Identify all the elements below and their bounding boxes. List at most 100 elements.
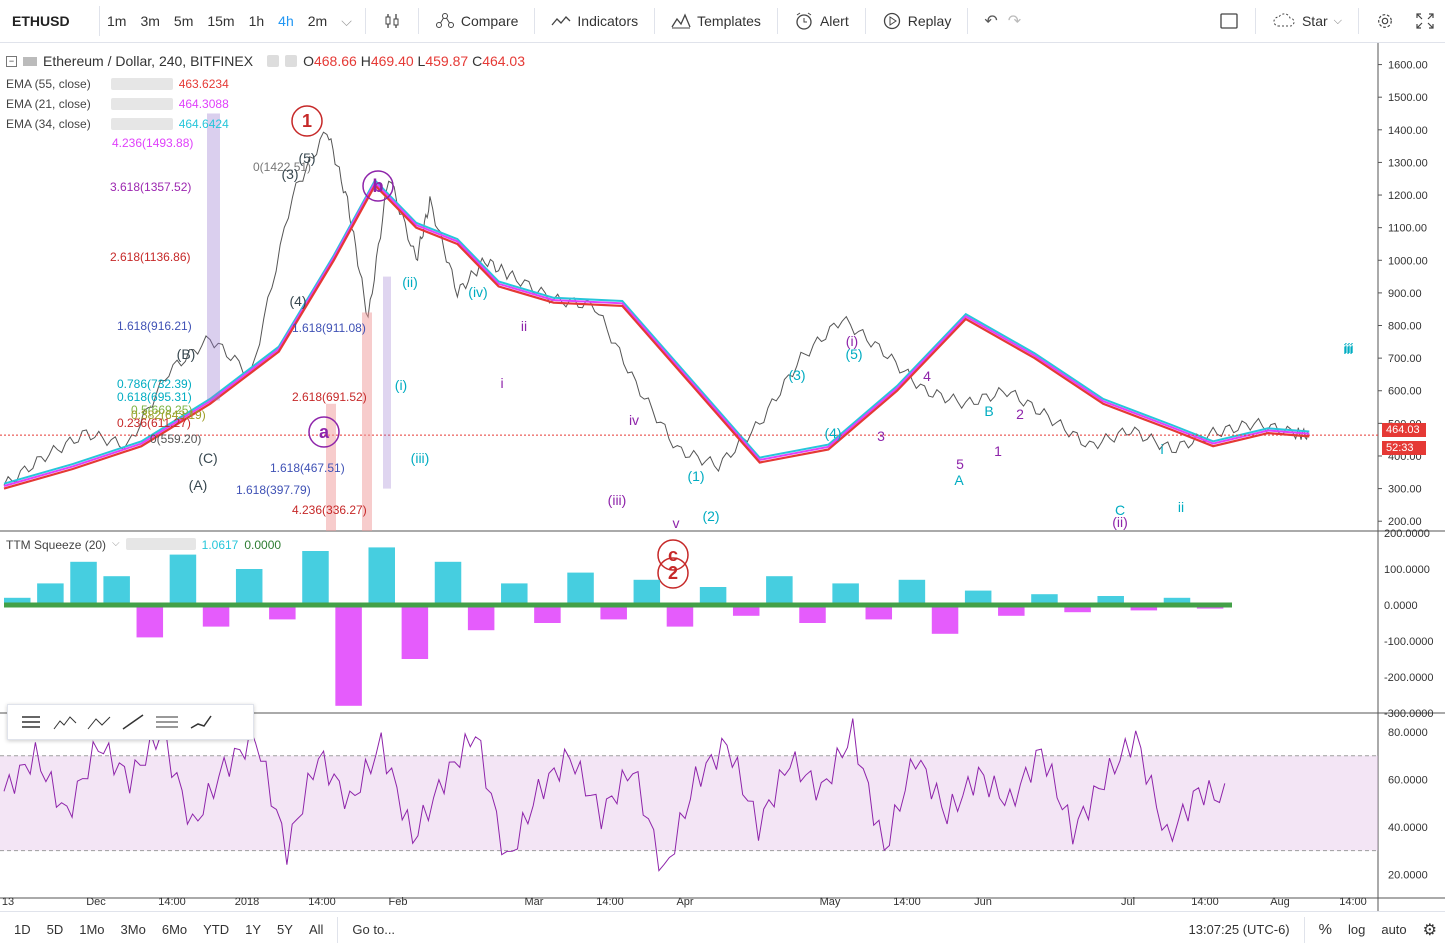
y-tick-label: 200.00 (1388, 516, 1422, 528)
clock[interactable]: 13:07:25 (UTC-6) (1188, 922, 1290, 937)
ema-controls-icon[interactable] (110, 78, 173, 90)
y-tick-label: 40.0000 (1388, 822, 1428, 834)
auto-toggle[interactable]: auto (1381, 922, 1407, 937)
chevron-down-icon[interactable]: ⌵ (341, 12, 352, 29)
square-icon (1220, 13, 1238, 29)
collapse-icon[interactable]: − (6, 55, 17, 67)
ema-55-legend[interactable]: EMA (55, close) 463.6234 (6, 74, 229, 94)
correction-wave-icon[interactable] (84, 709, 114, 735)
indicators-button[interactable]: Indicators (541, 0, 648, 42)
ttm-controls-icon[interactable] (125, 538, 196, 550)
compare-icon (435, 13, 454, 28)
fib-band (383, 276, 391, 489)
y-tick-label: 200.0000 (1384, 528, 1430, 540)
wave-label: 4 (923, 368, 931, 384)
range-1y[interactable]: 1Y (245, 922, 262, 937)
chart-type-button[interactable] (372, 0, 412, 42)
compare-button[interactable]: Compare (425, 0, 529, 42)
fib-retracement-icon[interactable] (152, 709, 182, 735)
interval-3m[interactable]: 3m (140, 13, 160, 29)
ema-21-legend[interactable]: EMA (21, close) 464.3088 (6, 94, 229, 114)
replay-button[interactable]: Replay (872, 0, 962, 42)
fib-label: 4.236(336.27) (292, 503, 367, 517)
replay-label: Replay (907, 13, 952, 29)
wave-label: (C) (198, 450, 217, 466)
ema-34-legend[interactable]: EMA (34, close) 464.6424 (6, 114, 229, 134)
y-tick-label: 20.0000 (1388, 869, 1428, 881)
ttm-bar (235, 569, 263, 605)
trend-line-icon[interactable] (118, 709, 148, 735)
ema-controls-icon[interactable] (110, 118, 173, 130)
close-icon[interactable] (285, 55, 298, 67)
undo-icon: ↶ (984, 13, 998, 30)
wave-label: (B) (177, 346, 196, 362)
wave-label: 1 (994, 443, 1002, 459)
interval-15m[interactable]: 15m (207, 13, 235, 29)
star-button[interactable]: Star ⌵ (1262, 0, 1352, 42)
ema-controls-icon[interactable] (110, 98, 173, 110)
chart-canvas[interactable]: 200.00300.00400.00500.00600.00700.00800.… (0, 43, 1445, 911)
fullscreen-button[interactable] (1405, 0, 1445, 42)
x-tick-label: Feb (389, 896, 408, 908)
ema-55-label: EMA (55, close) (6, 77, 91, 91)
interval-1h[interactable]: 1h (248, 13, 265, 29)
percent-toggle[interactable]: % (1318, 921, 1332, 938)
y-tick-label: 700.00 (1388, 353, 1422, 365)
wave-label: A (954, 472, 964, 488)
x-tick-label: 14:00 (158, 896, 186, 908)
fib-label: 1.618(911.08) (292, 321, 366, 335)
range-1d[interactable]: 1D (14, 922, 31, 937)
ttm-label: TTM Squeeze (20) (6, 538, 107, 552)
path-tool-icon[interactable] (186, 709, 216, 735)
ttm-bar (202, 605, 230, 627)
fullscreen-layout-button[interactable] (1209, 0, 1249, 42)
wave-label: (5) (845, 346, 862, 362)
interval-1m[interactable]: 1m (107, 13, 127, 29)
wave-label-circle (362, 170, 394, 202)
range-1mo[interactable]: 1Mo (79, 922, 105, 937)
interval-4h[interactable]: 4h (278, 13, 294, 29)
elliott-wave-toolbar (7, 704, 254, 740)
ttm-bar (302, 551, 329, 605)
log-toggle[interactable]: log (1347, 922, 1366, 937)
range-5y[interactable]: 5Y (277, 922, 293, 937)
ttm-legend[interactable]: TTM Squeeze (20) ⌵ 1.0617 0.0000 (6, 538, 281, 552)
alert-button[interactable]: Alert (784, 0, 859, 42)
wave-label: i (500, 375, 503, 391)
goto-button[interactable]: Go to... (352, 922, 396, 937)
settings-button[interactable] (1365, 0, 1405, 42)
y-tick-label: 100.0000 (1384, 564, 1430, 576)
wave-label: (3) (281, 166, 298, 182)
interval-5m[interactable]: 5m (173, 13, 194, 29)
eye-icon[interactable] (23, 56, 37, 66)
undo-button[interactable]: ↶ (974, 0, 1007, 42)
bottom-toolbar: 1D 5D 1Mo 3Mo 6Mo YTD 1Y 5Y All Go to...… (0, 911, 1445, 947)
range-all[interactable]: All (308, 922, 324, 937)
compare-label: Compare (460, 13, 519, 29)
templates-button[interactable]: Templates (661, 0, 771, 42)
range-5d[interactable]: 5D (46, 922, 64, 937)
x-tick-label: 2018 (235, 896, 259, 908)
x-tick-label: May (820, 896, 841, 908)
settings-icon[interactable] (267, 55, 280, 67)
range-6mo[interactable]: 6Mo (161, 922, 188, 937)
x-tick-label: 13 (2, 896, 14, 908)
wave-label: (3) (788, 367, 805, 383)
ttm-bar (832, 583, 859, 605)
symbol-search[interactable]: ETHUSD (4, 6, 100, 36)
range-3mo[interactable]: 3Mo (120, 922, 146, 937)
drag-handle-icon[interactable] (16, 709, 46, 735)
fib-label: 0.382(643.19) (131, 408, 206, 422)
indicators-icon (551, 16, 571, 26)
y-tick-label: 1600.00 (1388, 60, 1428, 72)
impulse-wave-icon[interactable] (50, 709, 80, 735)
range-ytd[interactable]: YTD (203, 922, 230, 937)
redo-button[interactable]: ↷ (1008, 0, 1031, 42)
gear-icon[interactable]: ⚙ (1422, 921, 1437, 939)
ttm-bar (169, 554, 197, 605)
series-title: Ethereum / Dollar, 240, BITFINEX (43, 53, 254, 69)
ttm-bar (136, 605, 164, 638)
chevron-down-icon[interactable]: ⌵ (112, 538, 120, 549)
interval-2m[interactable]: 2m (307, 13, 328, 29)
wave-label-circle (657, 557, 689, 589)
